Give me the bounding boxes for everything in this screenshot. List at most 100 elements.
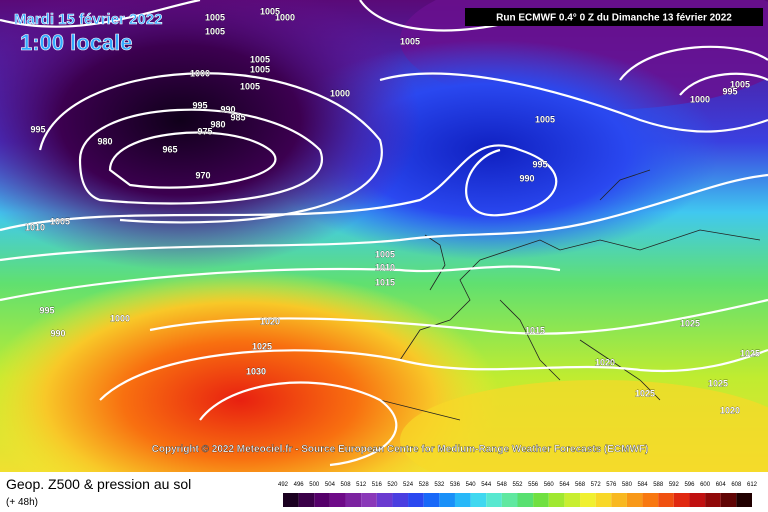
color-swatch <box>408 493 424 507</box>
scale-label: 612 <box>747 482 758 488</box>
scale-label: 556 <box>528 482 539 488</box>
isobar-label: 1025 <box>635 388 655 398</box>
scale-label: 520 <box>387 482 398 488</box>
scale-label: 544 <box>481 482 492 488</box>
color-swatch <box>314 493 330 507</box>
isobar-label: 1000 <box>275 12 295 22</box>
isobar-label: 975 <box>197 126 212 136</box>
isobar-label: 995 <box>532 159 547 169</box>
isobar-label: 990 <box>50 328 65 338</box>
isobar-label: 990 <box>220 104 235 114</box>
isobar-label: 1030 <box>246 366 266 376</box>
isobar <box>379 72 768 133</box>
isobar-label: 1005 <box>205 26 225 36</box>
isobar <box>0 265 561 302</box>
color-swatch <box>392 493 409 507</box>
scale-label: 532 <box>434 482 445 488</box>
isobar <box>108 131 277 189</box>
scale-label: 568 <box>575 482 586 488</box>
scale-label: 580 <box>622 482 633 488</box>
color-swatch <box>454 493 471 507</box>
field <box>0 0 420 270</box>
time: 1:00 locale <box>20 30 133 55</box>
color-swatch <box>423 493 440 507</box>
isobar <box>199 381 398 467</box>
scale-label: 600 <box>700 482 711 488</box>
color-swatch <box>595 493 612 507</box>
legend-subtitle: (+ 48h) <box>6 497 38 508</box>
color-swatch <box>580 493 596 507</box>
copyright: Copyright © 2022 Meteociel.fr - Source E… <box>152 444 649 455</box>
isobar-label: 980 <box>210 119 225 129</box>
color-swatch <box>673 493 690 507</box>
date: Mardi 15 février 2022 <box>14 11 162 28</box>
isobar-label: 980 <box>97 136 112 146</box>
scale-label: 516 <box>372 482 383 488</box>
run-box <box>465 8 763 26</box>
scale-label: 540 <box>466 482 477 488</box>
color-swatch <box>470 493 487 507</box>
scale-label: 560 <box>544 482 555 488</box>
isobar-label: 1020 <box>260 316 280 326</box>
scale-label: 536 <box>450 482 461 488</box>
color-swatch <box>642 493 659 507</box>
isobar-label: 1000 <box>190 68 210 78</box>
color-swatch <box>298 493 315 507</box>
color-swatch <box>705 493 721 507</box>
isobar-label: 970 <box>195 170 210 180</box>
scale-label: 504 <box>325 482 336 488</box>
isobar-label: 1005 <box>400 36 420 46</box>
color-swatch <box>361 493 377 507</box>
isobar-label: 1005 <box>730 79 750 89</box>
isobar-label: 1015 <box>375 277 395 287</box>
scale-label: 604 <box>716 482 727 488</box>
scale-label: 592 <box>669 482 680 488</box>
isobar-label: 1000 <box>690 94 710 104</box>
color-swatch <box>283 493 299 507</box>
isobar-label: 985 <box>230 112 245 122</box>
isobar <box>38 72 383 224</box>
color-swatch <box>486 493 502 507</box>
isobar-label: 1010 <box>375 262 395 272</box>
scale-label: 596 <box>684 482 695 488</box>
isobar-label: 1005 <box>205 12 225 22</box>
isobar <box>619 45 768 96</box>
scale-label: 576 <box>606 482 617 488</box>
scale-label: 508 <box>341 482 352 488</box>
color-swatch <box>329 493 346 507</box>
scale-label: 564 <box>559 482 570 488</box>
scale-label: 512 <box>356 482 367 488</box>
isobar-label: 1000 <box>330 88 350 98</box>
scale-label: 588 <box>653 482 664 488</box>
color-swatch <box>720 493 737 507</box>
scale-label: 548 <box>497 482 508 488</box>
scale-label: 496 <box>294 482 305 488</box>
isobar-label: 1025 <box>740 348 760 358</box>
isobar-label: 995 <box>39 305 54 315</box>
isobar <box>0 144 558 232</box>
isobar-label: 990 <box>519 173 534 183</box>
scale-label: 492 <box>278 482 289 488</box>
isobar-label: 1005 <box>240 81 260 91</box>
color-swatch <box>501 493 518 507</box>
color-swatch <box>736 493 752 507</box>
isobar-label: 1020 <box>720 405 740 415</box>
color-swatch <box>626 493 643 507</box>
color-swatch <box>376 493 393 507</box>
isobar-label: 1000 <box>110 313 130 323</box>
isobar-label: 1005 <box>535 114 555 124</box>
isobar-label: 1020 <box>595 357 615 367</box>
isobar-label: 1010 <box>25 222 45 232</box>
isobar-label: 1005 <box>50 216 70 226</box>
scale-label: 584 <box>638 482 649 488</box>
scale-label: 552 <box>512 482 523 488</box>
color-swatch <box>689 493 706 507</box>
isobar-label: 1005 <box>250 64 270 74</box>
color-swatch <box>548 493 565 507</box>
color-swatch <box>439 493 455 507</box>
isobar <box>78 108 323 205</box>
isobar-label: 965 <box>162 144 177 154</box>
isobar-label: 995 <box>192 100 207 110</box>
